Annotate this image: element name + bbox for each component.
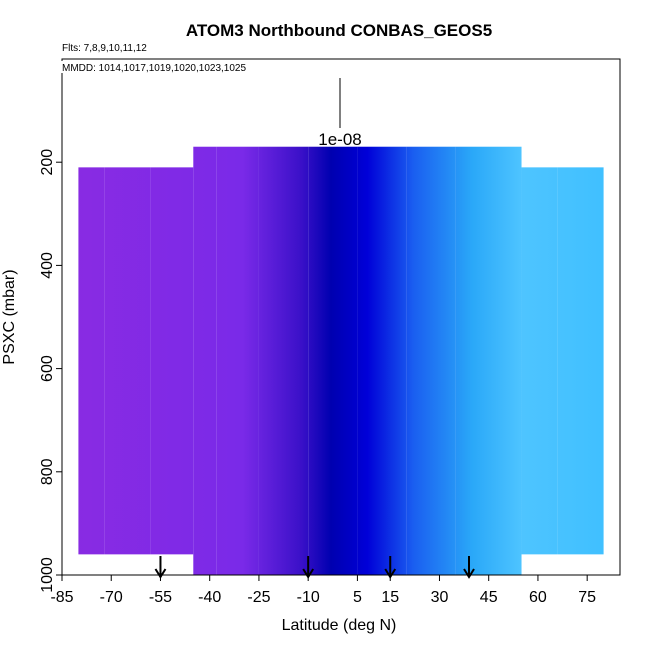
heatmap-band [455,146,522,575]
heatmap-band [258,146,309,575]
heatmap-band [308,146,358,575]
y-tick-label: 1000 [39,557,56,593]
x-tick-label: 60 [529,589,547,606]
scale-label: 1e-08 [318,130,361,149]
arrow-head [384,568,397,579]
heatmap-band [557,167,604,555]
flight-arrows [154,556,475,579]
heatmap-band [193,146,217,575]
arrow-head [154,568,167,579]
arrow-head [463,568,475,579]
chart-title: ATOM3 Northbound CONBAS_GEOS5 [186,21,492,40]
y-tick-label: 800 [39,458,56,485]
x-tick-label: -55 [149,589,172,606]
x-axis-title: Latitude (deg N) [282,617,397,634]
x-tick-label: -85 [50,589,73,606]
flights-note: Flts: 7,8,9,10,11,12 [62,43,147,54]
heatmap-band [406,146,456,575]
arrow-head [302,568,315,579]
dates-note-background [60,61,265,73]
x-tick-label: 30 [431,589,449,606]
x-tick-label: -40 [198,589,221,606]
heatmap-band [104,167,151,555]
heatmap-layer [78,146,604,575]
y-tick-label: 400 [39,252,56,279]
heatmap-band [357,146,407,575]
plot-frame [61,58,621,576]
heatmap-band [78,167,105,555]
x-tick-label: -10 [297,589,320,606]
y-tick-label: 200 [39,149,56,176]
x-tick-label: -25 [247,589,270,606]
y-tick-label: 600 [39,355,56,382]
heatmap-band [150,167,194,555]
dates-note: MMDD: 1014,1017,1019,1020,1023,1025 [62,63,246,74]
heatmap-band [521,167,558,555]
y-axis: 200 400 600 800 1000 [39,149,62,593]
y-axis-title: PSXC (mbar) [1,269,18,364]
x-tick-label: -70 [100,589,123,606]
heatmap-band [216,146,259,575]
x-tick-label: 75 [578,589,596,606]
x-tick-label: 45 [480,589,498,606]
x-tick-label: 5 [353,589,362,606]
x-tick-label: 15 [381,589,399,606]
x-axis: -85 -70 -55 -40 -25 -10 5 15 30 45 60 75 [50,575,596,606]
